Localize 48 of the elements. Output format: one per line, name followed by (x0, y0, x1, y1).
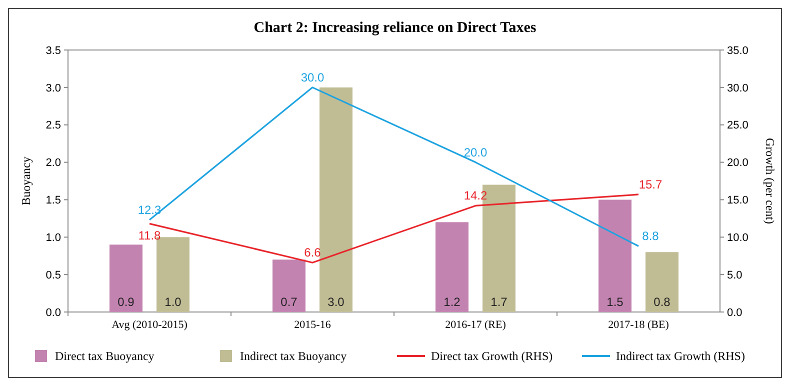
y-axis-title: Buoyancy (19, 156, 33, 206)
data-label: 30.0 (300, 70, 324, 84)
data-label: 8.8 (642, 229, 660, 244)
y2-axis-title: Growth (per cent) (763, 138, 777, 224)
data-label: 1.5 (606, 295, 624, 309)
y-tick-label: 2.5 (46, 120, 61, 132)
data-label: 0.9 (118, 295, 135, 309)
bar (320, 87, 352, 312)
y-tick-label: 0.5 (46, 269, 61, 282)
bar (272, 260, 306, 312)
bar (646, 252, 678, 312)
legend-label: Indirect tax Growth (RHS) (616, 349, 745, 364)
data-label: 6.6 (304, 246, 322, 260)
data-label: 0.8 (654, 295, 671, 309)
legend-label: Direct tax Growth (RHS) (431, 349, 553, 364)
y2-tick-label: 0.0 (727, 306, 742, 319)
y-tick-label: 2.0 (46, 157, 61, 170)
x-tick-label: 2016-17 (RE) (445, 319, 506, 331)
y-tick-label: 3.0 (46, 82, 61, 94)
data-label: 0.7 (280, 295, 298, 309)
y-tick-label: 1.5 (46, 194, 61, 207)
x-tick-label: 2015-16 (294, 319, 332, 331)
y2-tick-label: 10.0 (727, 232, 748, 244)
data-label: 3.0 (328, 295, 345, 309)
y2-tick-label: 15.0 (727, 194, 748, 207)
chart-title: Chart 2: Increasing reliance on Direct Taxes (254, 20, 536, 36)
y-tick-label: 1.0 (46, 232, 61, 244)
y2-tick-label: 20.0 (727, 157, 748, 170)
bar (110, 244, 142, 312)
legend-label: Indirect tax Buoyancy (240, 349, 347, 364)
data-label: 15.7 (638, 177, 662, 192)
y-tick-label: 3.5 (46, 44, 61, 57)
data-label: 1.7 (490, 295, 508, 309)
data-label: 1.2 (444, 295, 461, 309)
data-label: 11.8 (138, 228, 162, 243)
y2-tick-label: 30.0 (727, 82, 748, 94)
y2-tick-label: 5.0 (727, 269, 742, 282)
y2-tick-label: 25.0 (727, 120, 748, 132)
x-tick-label: 2017-18 (BE) (608, 319, 670, 331)
y-tick-label: 0.0 (46, 306, 61, 319)
x-tick-label: Avg (2010-2015) (112, 319, 188, 331)
legend-label: Direct tax Buoyancy (55, 349, 154, 364)
data-label: 14.2 (464, 188, 488, 203)
bar (436, 222, 468, 312)
data-label: 1.0 (164, 295, 182, 309)
y2-tick-label: 35.0 (727, 44, 748, 57)
bar (598, 200, 632, 312)
data-label: 20.0 (464, 145, 488, 160)
